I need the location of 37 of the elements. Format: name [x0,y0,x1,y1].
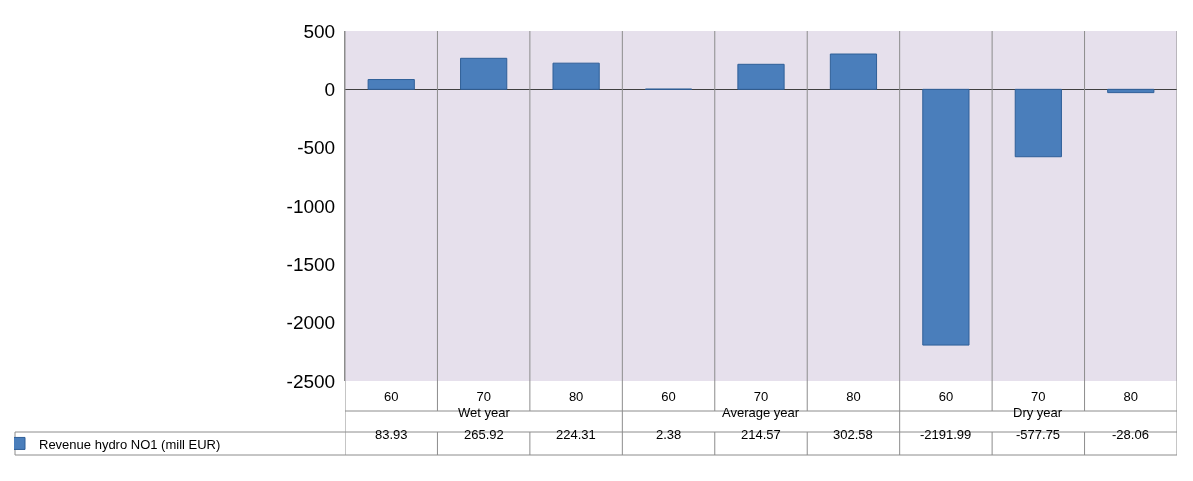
bar [367,79,415,90]
x-tick-label: 60 [938,389,954,404]
text: Dry year [1013,405,1063,420]
y-tick-label: 0 [324,78,336,100]
text: Average year [722,405,800,420]
bar [1014,88,1062,158]
data-label: -577.75 [1016,427,1061,442]
bar [829,53,878,90]
y-tick-label: -1000 [286,195,336,217]
y-tick-label: 500 [303,20,336,42]
y-tick-label: -500 [297,137,336,159]
bar [552,62,600,90]
data-label: 2.38 [656,427,682,442]
data-label: 265.92 [464,427,504,442]
x-tick-label: 60 [383,389,399,404]
x-tick-label: 80 [846,389,861,404]
bar [922,88,970,346]
data-label: 224.31 [556,427,596,442]
data-label: -2191.99 [920,427,972,442]
bar [460,57,508,90]
x-tick-label: 70 [753,389,769,404]
data-label: 83.93 [375,427,408,442]
x-tick-label: 70 [476,389,491,404]
x-tick-label: 70 [1031,389,1046,404]
x-tick-label: 80 [1123,389,1139,404]
data-label: -28.06 [1112,427,1149,442]
legend-label: Revenue hydro NO1 (mill EUR) [39,436,221,452]
x-tick-label: 60 [661,389,676,404]
bar [737,63,785,90]
y-tick-label: -1500 [286,253,336,275]
y-tick-label: -2000 [286,312,336,334]
data-label: 302.58 [833,427,873,442]
x-tick-label: 80 [568,389,584,404]
bar [1107,88,1155,94]
data-label: 214.57 [741,427,781,442]
y-tick-label: -2500 [286,370,336,392]
text: Wet year [458,405,511,420]
